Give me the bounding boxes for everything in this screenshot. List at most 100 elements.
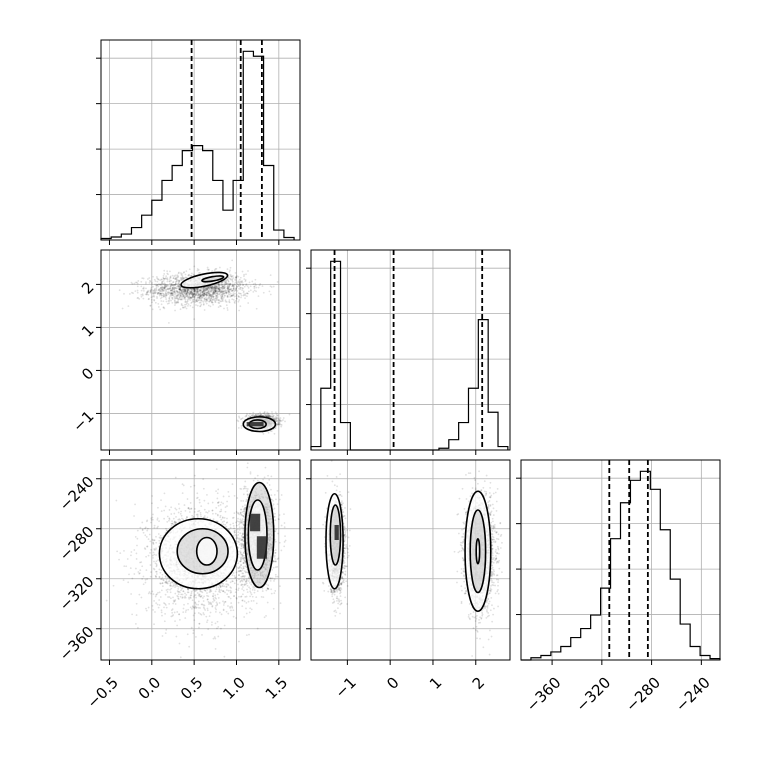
scatter-point: [215, 285, 218, 288]
scatter-point: [233, 301, 236, 303]
scatter-point: [241, 281, 244, 284]
scatter-point: [161, 576, 164, 579]
scatter-point: [192, 293, 195, 296]
scatter-point: [183, 306, 186, 309]
scatter-point: [217, 299, 220, 302]
scatter-point: [184, 291, 187, 293]
scatter-point: [156, 297, 158, 300]
scatter-point: [222, 290, 225, 293]
scatter-point: [161, 288, 164, 291]
scatter-point: [209, 294, 212, 297]
scatter-point: [193, 301, 195, 303]
scatter-point: [167, 321, 170, 324]
scatter-point: [238, 526, 241, 529]
scatter-point: [170, 282, 173, 285]
scatter-point: [188, 297, 191, 299]
histogram-panel-0: [96, 39, 301, 245]
scatter-point: [181, 298, 184, 301]
scatter-point: [236, 528, 239, 531]
scatter-point: [249, 285, 252, 288]
scatter-point: [198, 622, 201, 625]
scatter-point: [262, 432, 265, 435]
scatter-point: [235, 288, 238, 291]
scatter-point: [222, 296, 225, 299]
scatter-point: [154, 283, 156, 286]
scatter-point: [209, 285, 212, 288]
scatter-point: [203, 309, 206, 311]
scatter-point: [182, 294, 185, 296]
scatter-point: [224, 294, 226, 297]
scatter-point: [191, 291, 193, 293]
scatter-point: [170, 292, 173, 295]
scatter-point: [215, 290, 217, 293]
scatter-point: [153, 291, 155, 294]
scatter-point: [226, 286, 229, 289]
scatter-point: [227, 291, 230, 294]
scatter-point: [195, 299, 198, 302]
scatter-point: [229, 288, 232, 291]
scatter-point: [211, 286, 213, 289]
scatter-point: [208, 289, 211, 292]
scatter-point: [176, 293, 179, 296]
scatter-point: [240, 564, 242, 567]
scatter-point: [211, 295, 214, 298]
scatter-point: [235, 295, 238, 298]
scatter-point: [169, 295, 172, 297]
scatter-point: [181, 586, 184, 589]
scatter-point: [174, 274, 177, 277]
scatter-point: [245, 292, 248, 295]
scatter-point: [169, 287, 171, 289]
scatter-point: [221, 300, 224, 302]
scatter-point: [175, 287, 178, 290]
scatter-point: [179, 287, 182, 290]
scatter-point: [206, 299, 209, 301]
scatter-point: [251, 280, 254, 283]
scatter-point: [223, 292, 225, 295]
scatter-point: [176, 289, 178, 292]
scatter-point: [164, 505, 167, 508]
scatter-point: [196, 269, 199, 272]
scatter-point: [228, 299, 231, 301]
scatter-point: [221, 285, 224, 288]
scatter-point: [179, 288, 182, 291]
scatter-point: [178, 284, 181, 286]
scatter-point: [140, 280, 143, 283]
scatter-point: [280, 425, 283, 428]
scatter-point: [237, 275, 240, 278]
scatter-point: [202, 295, 205, 298]
scatter-point: [228, 291, 231, 294]
scatter-point: [224, 299, 227, 302]
scatter-point: [160, 303, 163, 306]
scatter-point: [158, 520, 160, 523]
scatter-point: [223, 290, 226, 293]
scatter-point: [190, 274, 193, 277]
scatter-point: [184, 298, 187, 301]
scatter-point: [175, 635, 178, 638]
scatter-point: [179, 291, 181, 294]
scatter-point: [227, 280, 230, 283]
scatter-point: [186, 633, 189, 636]
scatter-point: [172, 284, 175, 286]
scatter-point: [176, 297, 179, 300]
scatter-point: [197, 299, 200, 302]
scatter-point: [211, 288, 214, 291]
scatter-point: [196, 288, 199, 291]
scatter-point: [187, 608, 190, 611]
scatter-point: [177, 291, 179, 294]
scatter-point: [181, 492, 184, 495]
scatter-point: [192, 294, 194, 297]
scatter-point: [161, 280, 164, 283]
scatter-point: [133, 282, 136, 285]
scatter-point: [226, 294, 229, 297]
scatter-point: [221, 281, 224, 283]
scatter-point: [190, 275, 193, 277]
scatter-point: [196, 268, 199, 270]
scatter-point: [179, 279, 182, 282]
scatter-point: [247, 286, 250, 289]
scatter-point: [161, 278, 163, 281]
scatter-point: [152, 294, 155, 297]
scatter-point: [177, 272, 180, 275]
scatter-point: [171, 296, 174, 299]
scatter-point: [181, 274, 184, 277]
scatter-point: [222, 290, 225, 293]
